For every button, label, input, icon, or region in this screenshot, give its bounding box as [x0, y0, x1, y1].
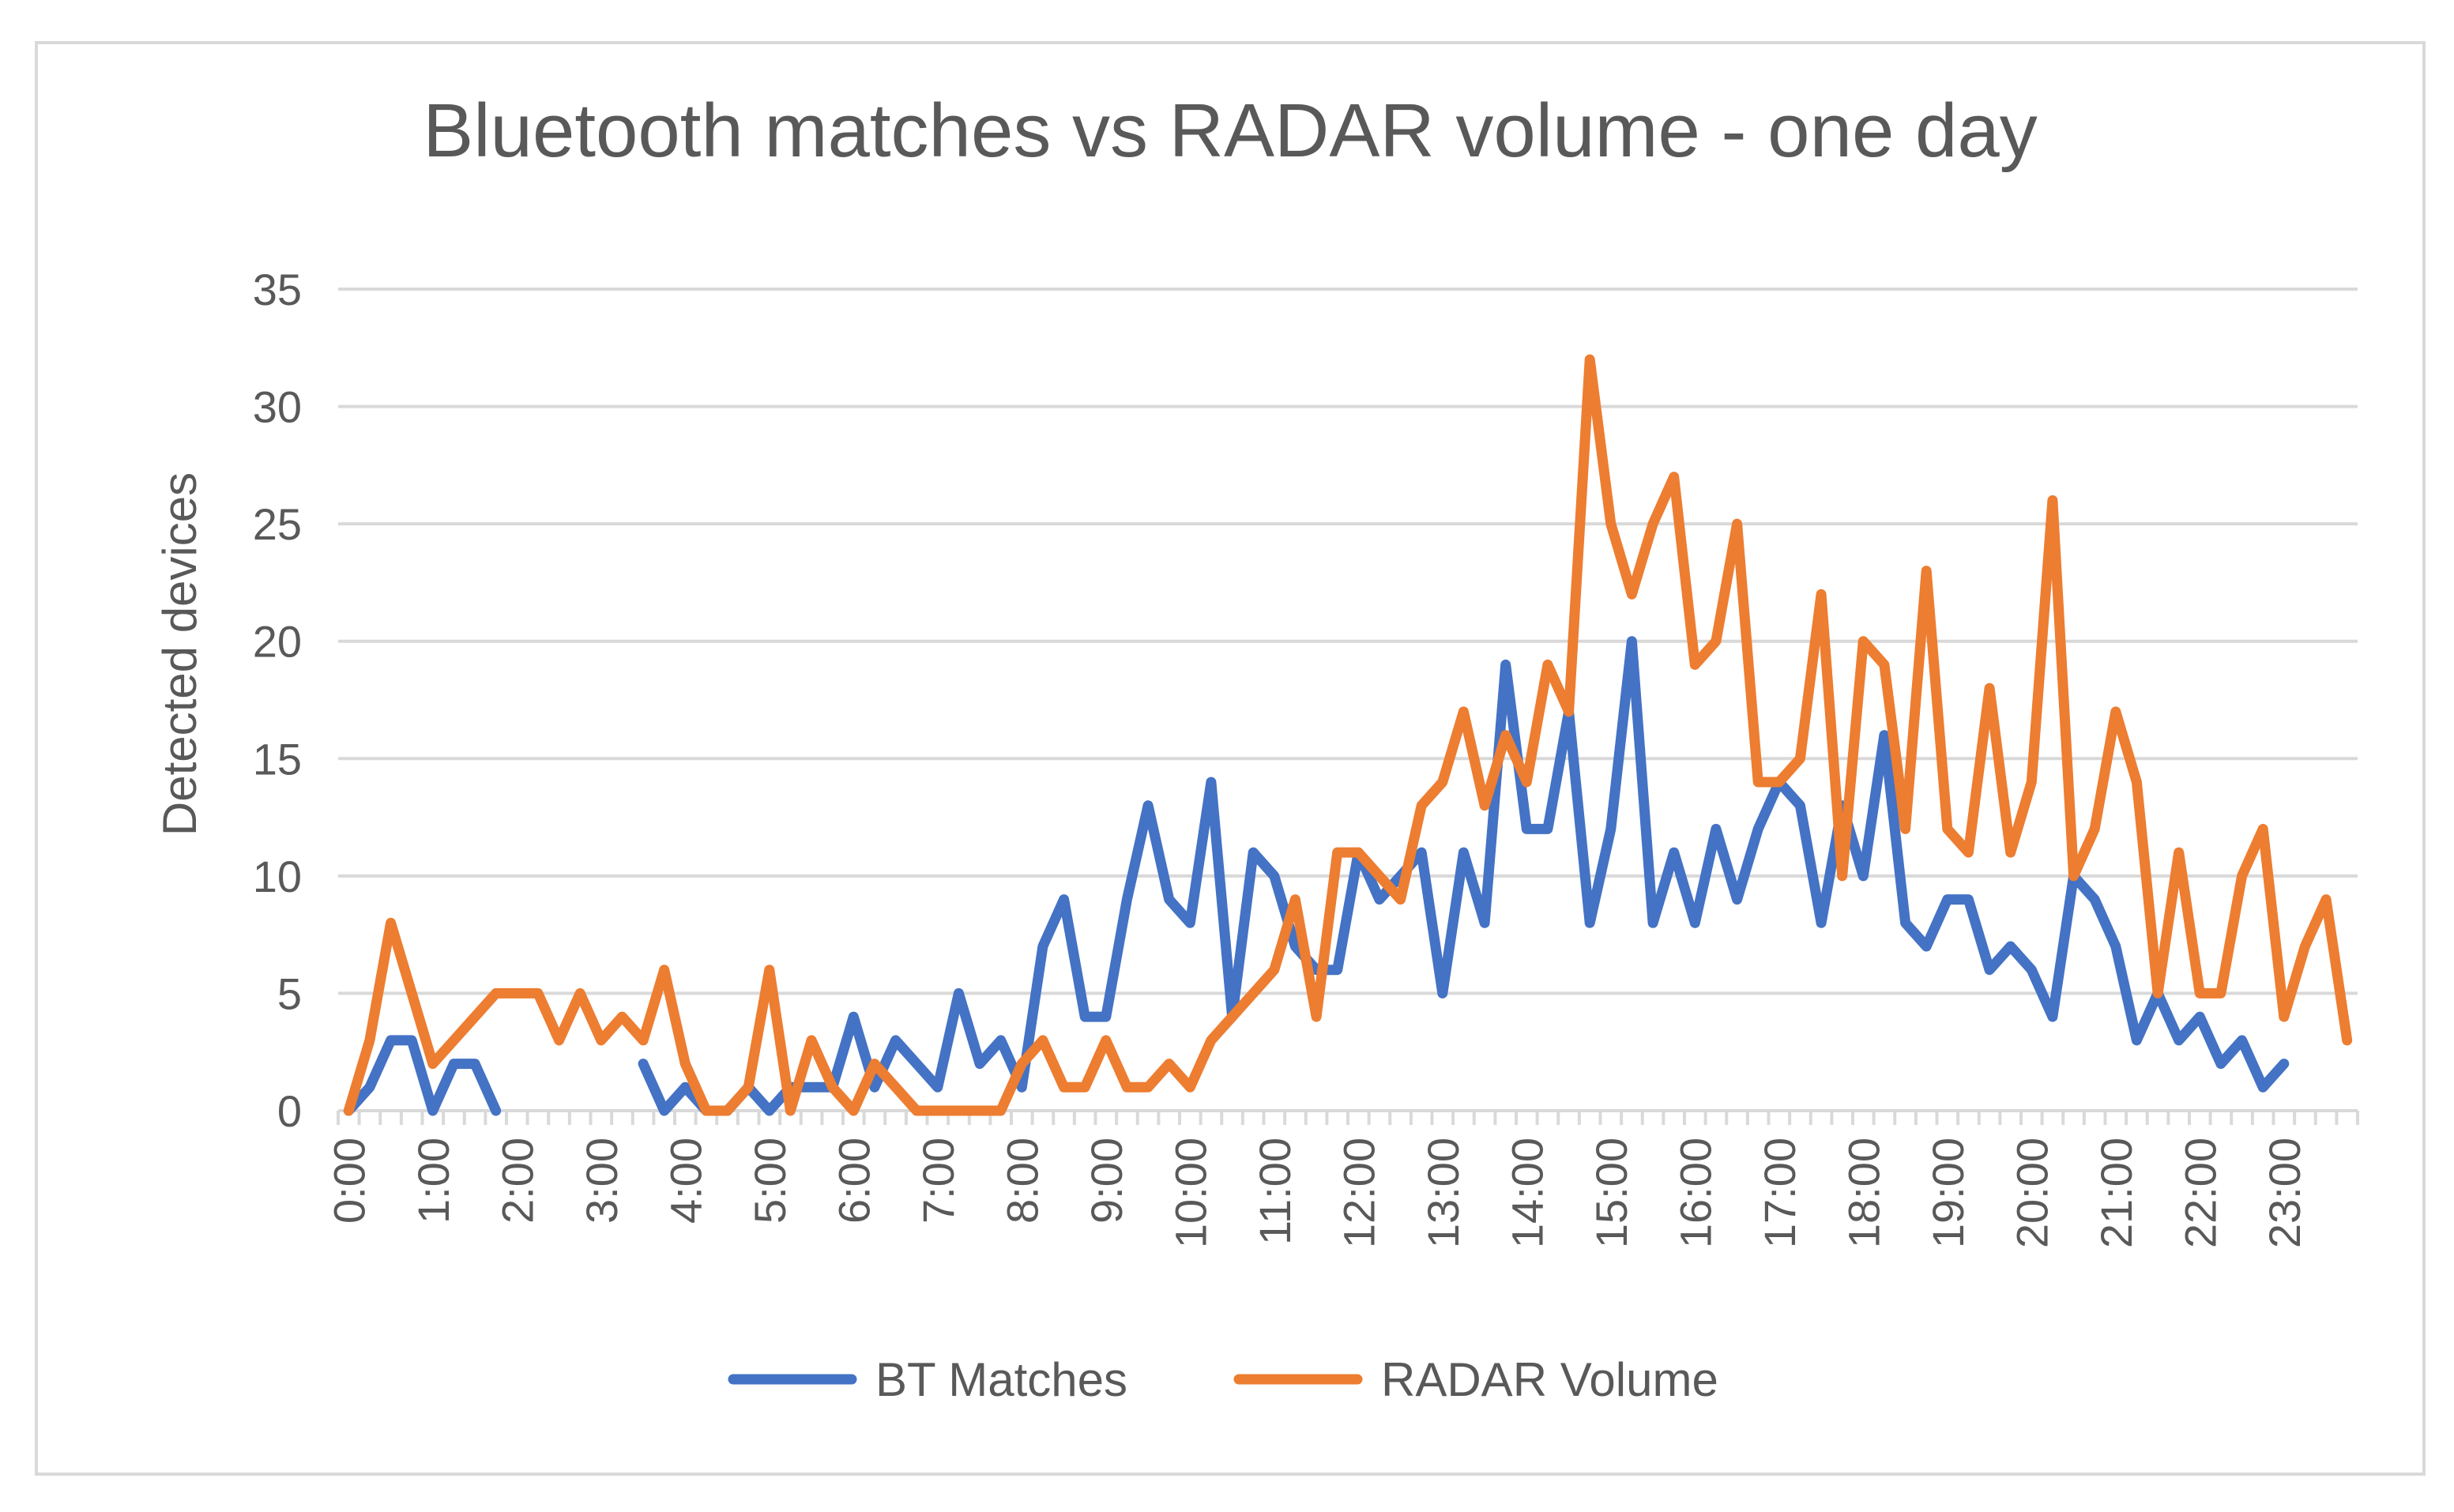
x-tick-label: 18:00 — [1839, 1138, 1888, 1248]
x-tick-label: 4:00 — [661, 1138, 710, 1224]
x-tick-label: 1:00 — [408, 1138, 458, 1224]
x-axis: 0:00 1:00 2:00 3:00 4:00 5:00 6:00 7:00 8:00 9:00… — [324, 1109, 2359, 1248]
y-tick-label: 5 — [277, 969, 302, 1018]
x-tick-label: 5:00 — [745, 1138, 795, 1224]
chart-svg: Bluetooth matches vs RADAR volume - one … — [153, 88, 2359, 1406]
x-tick-label: 9:00 — [1082, 1138, 1131, 1224]
series-lines — [343, 354, 2353, 1116]
x-tick-label: 15:00 — [1586, 1138, 1636, 1248]
chart-frame: Bluetooth matches vs RADAR volume - one … — [35, 41, 2426, 1476]
x-tick-label: 8:00 — [997, 1138, 1047, 1224]
gridlines — [338, 288, 2358, 995]
x-tick-label: 13:00 — [1418, 1138, 1468, 1248]
x-tick-label: 21:00 — [2091, 1138, 2141, 1248]
x-tick-label: 6:00 — [829, 1138, 879, 1224]
x-tick-label: 11:00 — [1250, 1138, 1300, 1245]
y-axis-title: Detected devices — [153, 472, 206, 836]
legend-label: RADAR Volume — [1381, 1353, 1718, 1406]
x-tick-label: 22:00 — [2175, 1138, 2225, 1248]
y-tick-label: 0 — [277, 1086, 302, 1136]
y-tick-label: 25 — [253, 499, 302, 549]
x-tick-label: 10:00 — [1165, 1138, 1215, 1248]
chart-title: Bluetooth matches vs RADAR volume - one … — [423, 88, 2038, 173]
x-tick-label: 7:00 — [913, 1138, 963, 1224]
x-tick-label: 0:00 — [324, 1138, 374, 1224]
x-tick-label: 20:00 — [2007, 1138, 2057, 1248]
x-tick-label: 19:00 — [1923, 1138, 1973, 1248]
x-tick-label: 14:00 — [1502, 1138, 1552, 1248]
x-tick-label: 2:00 — [492, 1138, 542, 1224]
x-tick-label: 23:00 — [2260, 1138, 2309, 1248]
x-tick-label: 3:00 — [577, 1138, 627, 1224]
y-tick-label: 10 — [253, 852, 302, 901]
y-tick-label: 30 — [253, 382, 302, 432]
y-tick-label: 35 — [253, 265, 302, 314]
y-tick-labels: 0 5 10 15 20 25 30 35 — [253, 265, 302, 1136]
x-tick-label: 16:00 — [1670, 1138, 1720, 1248]
series-line-radar-volume — [343, 354, 2353, 1116]
y-tick-label: 20 — [253, 617, 302, 667]
x-tick-label: 17:00 — [1755, 1138, 1805, 1248]
x-tick-label: 12:00 — [1334, 1138, 1383, 1248]
series-line-bt-matches — [343, 636, 2290, 1116]
legend: BT Matches RADAR Volume — [728, 1353, 1718, 1406]
y-tick-label: 15 — [253, 734, 302, 784]
legend-label: BT Matches — [875, 1353, 1127, 1406]
